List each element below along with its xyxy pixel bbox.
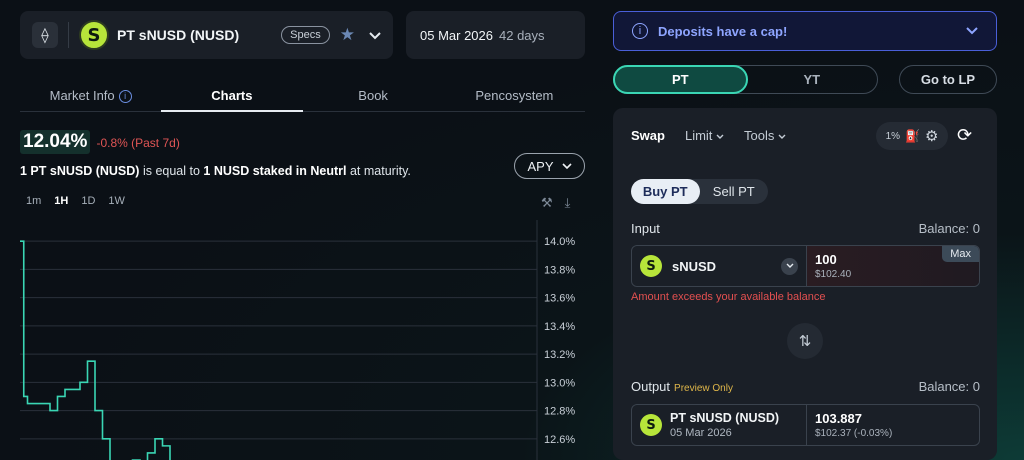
current-apy: 12.04% bbox=[20, 130, 91, 154]
refresh-icon[interactable]: ⟳ bbox=[957, 125, 973, 145]
specs-button[interactable]: Specs bbox=[281, 26, 330, 44]
tab-book[interactable]: Book bbox=[358, 88, 388, 103]
output-balance: Balance: 0 bbox=[918, 379, 980, 394]
output-amount: 103.887 bbox=[815, 411, 862, 426]
apy-series-line bbox=[20, 240, 171, 460]
y-tick-label: 13.2% bbox=[544, 349, 575, 361]
tab-market-info[interactable]: Market Info i bbox=[20, 82, 161, 111]
gas-icon: ⛽ bbox=[905, 129, 920, 143]
snusd-token-icon: S bbox=[79, 20, 109, 50]
maturity-date: 05 Mar 2026 bbox=[420, 27, 493, 43]
output-amount-field: 103.887 $102.37 (-0.03%) bbox=[807, 405, 979, 445]
buy-pt-button[interactable]: Buy PT bbox=[631, 179, 700, 204]
input-amount-field[interactable]: 100 $102.40 Max bbox=[807, 246, 979, 286]
banner-text: Deposits have a cap! bbox=[658, 23, 788, 39]
pt-button[interactable]: PT bbox=[613, 65, 748, 94]
yt-button[interactable]: YT bbox=[803, 72, 821, 87]
download-icon[interactable]: ⤓ bbox=[564, 195, 571, 210]
timeframe-1w[interactable]: 1W bbox=[108, 195, 125, 207]
chevron-down-icon bbox=[561, 162, 572, 169]
output-label-row: Output Preview Only Balance: 0 bbox=[631, 379, 980, 394]
chart-tools: ⚒ ⤓ bbox=[541, 195, 570, 211]
y-tick-label: 12.8% bbox=[544, 406, 575, 418]
output-usd: $102.37 (-0.03%) bbox=[815, 428, 893, 439]
y-tick-label: 14.0% bbox=[544, 236, 575, 248]
deposit-cap-banner[interactable]: i Deposits have a cap! bbox=[613, 11, 997, 51]
tab-tools[interactable]: Tools bbox=[744, 128, 786, 143]
ethereum-chain-icon: ⟠ bbox=[32, 22, 58, 48]
chevron-down-icon bbox=[716, 134, 724, 139]
output-maturity: 05 Mar 2026 bbox=[670, 427, 732, 439]
input-amount[interactable]: 100 bbox=[815, 252, 837, 267]
apy-summary: 12.04% -0.8% (Past 7d) bbox=[20, 130, 585, 158]
go-to-lp-button[interactable]: Go to LP bbox=[899, 65, 997, 94]
slippage-settings[interactable]: 1% ⛽ ⚙ bbox=[876, 122, 948, 150]
y-tick-label: 13.8% bbox=[544, 264, 575, 276]
sell-pt-button[interactable]: Sell PT bbox=[712, 184, 755, 199]
input-usd: $102.40 bbox=[815, 269, 852, 280]
output-box: S PT sNUSD (NUSD) 05 Mar 2026 103.887 $1… bbox=[631, 404, 980, 446]
output-token-name: PT sNUSD (NUSD) bbox=[670, 411, 780, 425]
market-name: PT sNUSD (NUSD) bbox=[117, 27, 240, 43]
snusd-token-icon: S bbox=[640, 255, 662, 277]
tools-icon[interactable]: ⚒ bbox=[541, 195, 553, 210]
timeframe-1d[interactable]: 1D bbox=[81, 195, 96, 207]
days-remaining: 42 days bbox=[499, 27, 545, 43]
output-token: S PT sNUSD (NUSD) 05 Mar 2026 bbox=[632, 405, 807, 445]
snusd-token-icon: S bbox=[640, 414, 662, 436]
input-label: Input bbox=[631, 221, 660, 236]
gear-icon[interactable]: ⚙ bbox=[924, 128, 939, 145]
swap-direction-button[interactable]: ⇅ bbox=[787, 323, 823, 359]
market-tabs: Market Info i Charts Book Pencosystem bbox=[20, 82, 585, 112]
timeframe-1h[interactable]: 1H bbox=[54, 195, 69, 207]
chevron-down-icon bbox=[778, 134, 786, 139]
apy-chart: 14.0% 13.8% 13.6% 13.4% 13.2% 13.0% 12.8% 12.6% bbox=[20, 220, 575, 460]
chart-metric-select[interactable]: APY bbox=[514, 153, 585, 179]
input-token: sNUSD bbox=[672, 258, 717, 274]
y-tick-label: 13.4% bbox=[544, 321, 575, 333]
y-tick-label: 13.0% bbox=[544, 377, 575, 389]
input-box: S sNUSD 100 $102.40 Max bbox=[631, 245, 980, 287]
input-token-select[interactable]: S sNUSD bbox=[632, 246, 807, 286]
max-button[interactable]: Max bbox=[942, 246, 979, 262]
tab-charts[interactable]: Charts bbox=[161, 82, 303, 112]
tab-limit[interactable]: Limit bbox=[685, 128, 724, 143]
swap-mode-tabs: Swap Limit Tools bbox=[631, 128, 786, 143]
apy-change: -0.8% (Past 7d) bbox=[96, 136, 180, 150]
error-message: Amount exceeds your available balance bbox=[631, 291, 826, 303]
pt-description: 1 PT sNUSD (NUSD) is equal to 1 NUSD sta… bbox=[20, 164, 411, 178]
pt-yt-toggle: PT YT bbox=[613, 65, 878, 94]
timeframe-selector: 1m 1H 1D 1W bbox=[26, 195, 125, 207]
divider bbox=[68, 22, 69, 48]
maturity-card: 05 Mar 2026 42 days bbox=[406, 11, 585, 59]
preview-only-tag: Preview Only bbox=[674, 383, 733, 394]
market-selector[interactable]: ⟠ S PT sNUSD (NUSD) Specs ★ bbox=[20, 11, 393, 59]
buy-sell-toggle: Buy PT Sell PT bbox=[631, 179, 768, 204]
tab-pencosystem[interactable]: Pencosystem bbox=[475, 88, 554, 103]
favorite-star-icon[interactable]: ★ bbox=[339, 25, 355, 44]
output-label: Output Preview Only bbox=[631, 379, 733, 394]
info-icon: i bbox=[632, 23, 648, 39]
tab-swap[interactable]: Swap bbox=[631, 128, 665, 143]
chevron-down-icon[interactable] bbox=[369, 28, 381, 43]
info-icon: i bbox=[118, 89, 132, 103]
input-balance: Balance: 0 bbox=[918, 221, 980, 236]
input-label-row: Input Balance: 0 bbox=[631, 221, 980, 236]
timeframe-1m[interactable]: 1m bbox=[26, 195, 42, 207]
y-tick-label: 13.6% bbox=[544, 293, 575, 305]
swap-arrows-icon: ⇅ bbox=[798, 333, 812, 350]
slippage-value: 1% bbox=[885, 130, 901, 142]
chevron-down-icon bbox=[966, 27, 978, 35]
y-tick-label: 12.6% bbox=[544, 434, 575, 446]
chevron-down-icon[interactable] bbox=[781, 257, 798, 275]
